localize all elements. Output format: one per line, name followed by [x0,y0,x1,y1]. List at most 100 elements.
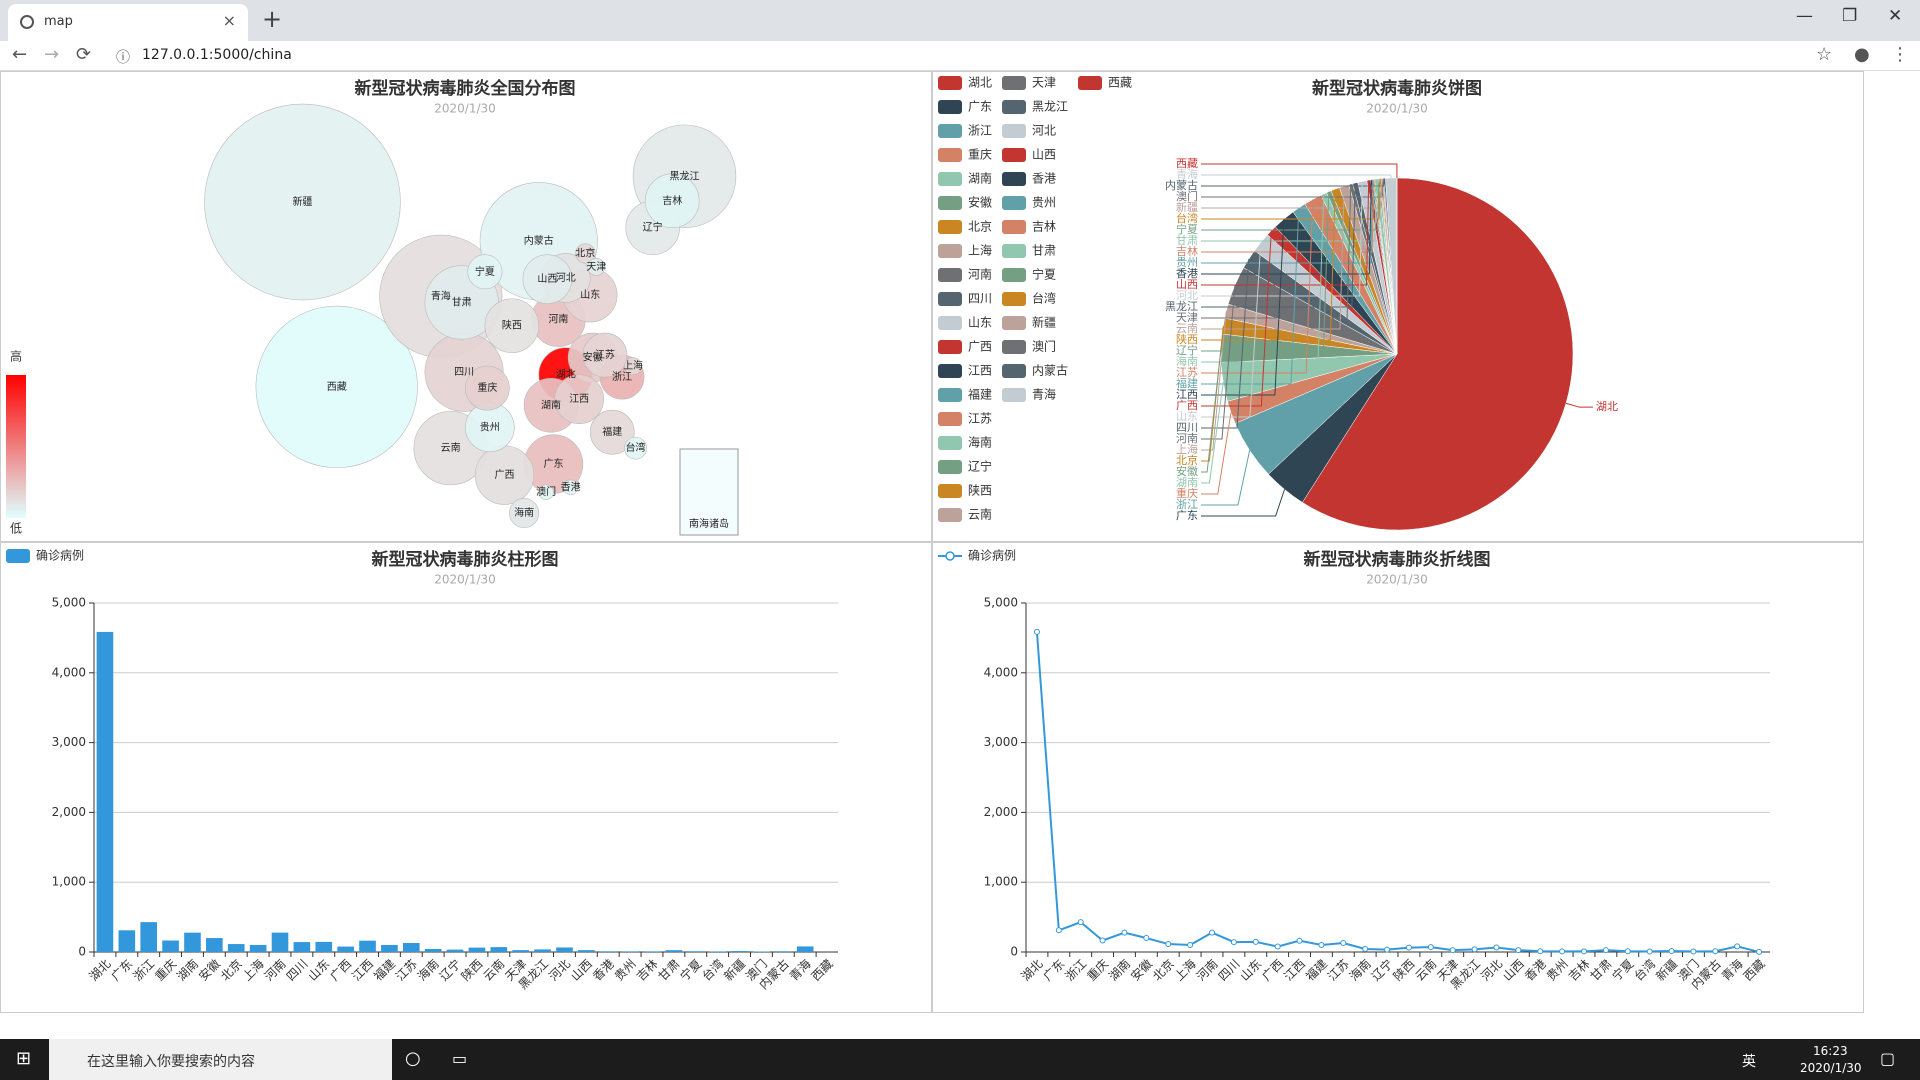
bar [162,940,179,952]
address-bar[interactable]: 127.0.0.1:5000/china [142,47,292,63]
label-line [1201,186,1345,330]
slice-label: 湖南 [1176,476,1198,489]
start-button[interactable]: ⊞ [16,1048,32,1069]
legend-label: 浙江 [968,124,992,138]
chart-subtitle: 2020/1/30 [434,573,496,587]
y-tick-label: 0 [1010,945,1018,959]
legend-swatch [1002,244,1026,258]
y-tick-label: 5,000 [984,596,1018,610]
region-label: 贵州 [480,420,500,433]
y-tick-label: 4,000 [984,665,1018,679]
region-label: 辽宁 [643,221,663,234]
bar [359,940,376,952]
clock-time[interactable]: 16:23 [1813,1044,1848,1058]
label-line [1201,348,1222,473]
panel-border [932,542,1864,1013]
tab-close[interactable]: × [222,11,236,30]
map-region [538,484,554,500]
x-tick-label: 陕西 [1390,956,1418,984]
legend-swatch [938,220,962,234]
task-view[interactable]: ▭ [452,1049,468,1068]
label-line [1201,230,1272,407]
legend-swatch [1002,292,1026,306]
region-label: 浙江 [612,371,632,383]
bar [446,949,464,952]
chart-title: 新型冠状病毒肺炎全国分布图 [355,78,576,99]
x-tick-label: 河北 [1478,957,1505,984]
restore[interactable]: ❐ [1842,6,1858,26]
region-label: 西藏 [327,381,347,393]
bar [643,951,661,952]
profile[interactable]: ● [1854,44,1870,65]
y-tick-label: 1,000 [984,875,1018,889]
reload[interactable]: ⟳ [76,44,92,65]
x-tick-label: 湖南 [173,956,201,984]
line-point [1077,919,1084,926]
bar [665,950,683,952]
x-tick-label: 甘肃 [656,957,683,984]
legend-swatch [1002,172,1026,186]
bar [337,946,354,952]
line-point [1033,628,1040,635]
ime-indicator[interactable]: 英 [1742,1054,1756,1070]
legend-swatch [938,292,962,306]
map-region [509,498,540,529]
x-tick-label: 湖南 [1105,956,1133,984]
minimize[interactable]: — [1796,6,1813,26]
map-region [465,365,510,411]
line-point [1734,943,1741,950]
bar [424,948,442,952]
x-tick-label: 湖北 [1018,956,1046,984]
x-tick-label: 香港 [590,957,617,984]
x-tick-label: 福建 [370,956,398,984]
region-label: 湖南 [541,398,561,411]
site-info[interactable]: ⓘ [116,50,130,66]
x-tick-label: 宁夏 [677,956,705,984]
y-tick-label: 2,000 [52,805,86,819]
back[interactable]: ← [12,44,28,65]
legend-swatch [938,340,962,354]
region-label: 江西 [569,393,589,405]
legend-swatch [1002,148,1026,162]
bar [578,950,595,952]
label-line [1201,191,1330,352]
line-point [1427,944,1434,951]
slice-label: 山东 [1176,410,1198,423]
legend-label: 澳门 [1032,339,1056,354]
label-line [1201,285,1236,440]
bar [512,950,530,952]
label-line [1201,189,1336,341]
map-region [255,305,418,469]
bar [731,951,748,952]
bookmark[interactable]: ☆ [1816,44,1833,65]
search-box[interactable]: 在这里输入你要搜索的内容 [49,1039,392,1080]
browser-tab[interactable]: map × [8,4,248,41]
taskbar: ⊞ 在这里输入你要搜索的内容 ○ ▭ 英 16:23 2020/1/30 ▢ [0,1039,1920,1080]
x-tick-label: 江苏 [393,957,420,984]
tab-bar: map × + — ❐ ✕ [0,0,1920,41]
x-tick-label: 海南 [1346,956,1374,984]
slice-label: 重庆 [1176,486,1198,500]
menu[interactable]: ⋮ [1891,44,1909,65]
legend-swatch [1002,268,1026,282]
notifications[interactable]: ▢ [1880,1049,1896,1068]
x-tick-label: 广西 [1259,957,1286,984]
bar [381,944,398,952]
line-point [1712,948,1719,955]
map-region [575,243,596,264]
cortana[interactable]: ○ [405,1048,421,1069]
line-point [1646,948,1653,955]
map-region [467,254,503,290]
x-tick-label: 陕西 [458,956,486,984]
legend-label: 湖北 [968,75,992,90]
clock-date[interactable]: 2020/1/30 [1800,1061,1862,1075]
inset-box [679,448,739,536]
x-tick-label: 浙江 [1062,957,1089,984]
y-tick-label: 2,000 [984,805,1018,819]
forward[interactable]: → [44,44,60,65]
new-tab[interactable]: + [262,5,283,33]
map-region [624,357,642,375]
line-point [1187,941,1194,948]
close-window[interactable]: ✕ [1888,6,1903,26]
